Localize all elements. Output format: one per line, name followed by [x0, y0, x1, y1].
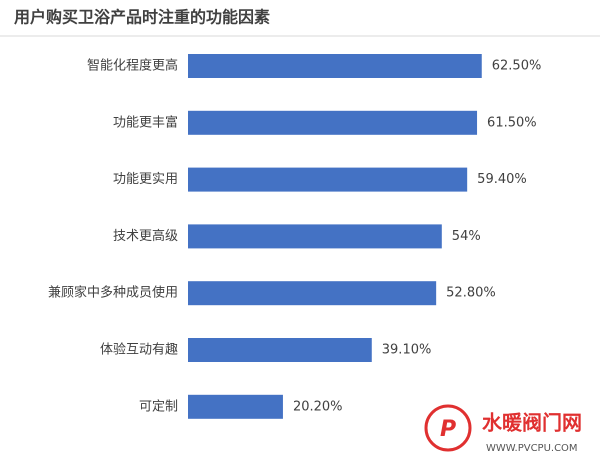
bar: [188, 54, 482, 78]
value-label: 62.50%: [492, 59, 542, 74]
watermark-logo-mark: P: [440, 417, 456, 442]
value-label: 61.50%: [487, 115, 537, 130]
bar: [188, 167, 468, 192]
value-label: 54%: [452, 229, 481, 244]
bar: [188, 281, 437, 306]
watermark: P 水暖阀门网 WWW.PVCPU.COM: [424, 404, 582, 454]
category-label: 兼顾家中多种成员使用: [48, 285, 178, 301]
value-label: 52.80%: [446, 286, 496, 301]
bar: [188, 338, 372, 362]
watermark-name: 水暖阀门网: [482, 411, 582, 435]
value-label: 20.20%: [293, 399, 343, 414]
watermark-url: WWW.PVCPU.COM: [486, 443, 578, 454]
bar: [188, 224, 442, 249]
bar: [188, 110, 478, 135]
category-label: 可定制: [139, 399, 178, 414]
category-label: 体验互动有趣: [100, 342, 178, 358]
chart-title: 用户购买卫浴产品时注重的功能因素: [14, 8, 270, 27]
category-label: 智能化程度更高: [87, 58, 178, 74]
value-label: 39.10%: [382, 343, 432, 358]
bar: [188, 394, 283, 419]
category-label: 功能更丰富: [113, 114, 178, 130]
watermark-logo: [424, 404, 472, 452]
category-label: 功能更实用: [113, 172, 178, 187]
value-label: 59.40%: [477, 172, 527, 187]
category-label: 技术更高级: [113, 228, 178, 244]
